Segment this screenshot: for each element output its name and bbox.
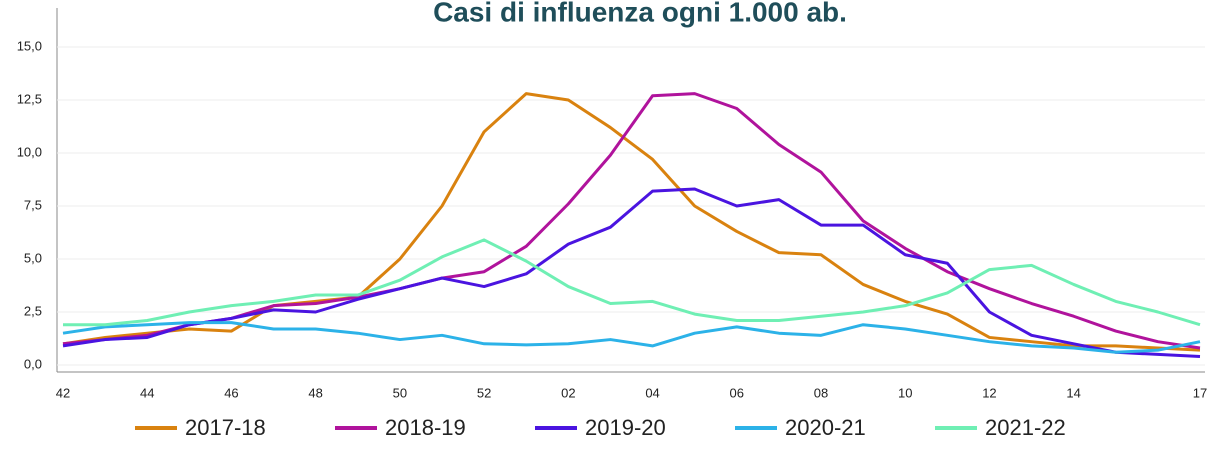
legend-label: 2021-22 (985, 415, 1066, 440)
series-line (63, 238, 1201, 327)
x-tick-label: 50 (393, 385, 407, 400)
x-tick-label: 08 (814, 385, 828, 400)
legend-label: 2019-20 (585, 415, 666, 440)
x-tick-label: 14 (1066, 385, 1080, 400)
x-tick-label: 12 (982, 385, 996, 400)
y-tick-label: 5,0 (24, 250, 42, 265)
legend-label: 2020-21 (785, 415, 866, 440)
series-line (62, 92, 1201, 352)
x-tick-label: 46 (224, 385, 238, 400)
y-tick-label: 2,5 (24, 303, 42, 318)
series-line (62, 187, 1201, 359)
x-tick-label: 52 (477, 385, 491, 400)
series-line (62, 321, 1201, 354)
y-tick-label: 15,0 (17, 38, 42, 53)
legend-label: 2017-18 (185, 415, 266, 440)
x-tick-label: 17 (1193, 385, 1207, 400)
x-tick-label: 10 (898, 385, 912, 400)
y-tick-label: 7,5 (24, 197, 42, 212)
legend-label: 2018-19 (385, 415, 466, 440)
x-tick-label: 44 (140, 385, 154, 400)
x-tick-label: 02 (561, 385, 575, 400)
x-tick-label: 04 (645, 385, 659, 400)
x-tick-label: 48 (308, 385, 322, 400)
x-tick-label: 06 (730, 385, 744, 400)
chart-title: Casi di influenza ogni 1.000 ab. (433, 0, 847, 27)
x-tick-label: 42 (56, 385, 70, 400)
series-line (62, 92, 1201, 350)
y-tick-label: 0,0 (24, 356, 42, 371)
y-tick-label: 12,5 (17, 91, 42, 106)
y-tick-label: 10,0 (17, 144, 42, 159)
